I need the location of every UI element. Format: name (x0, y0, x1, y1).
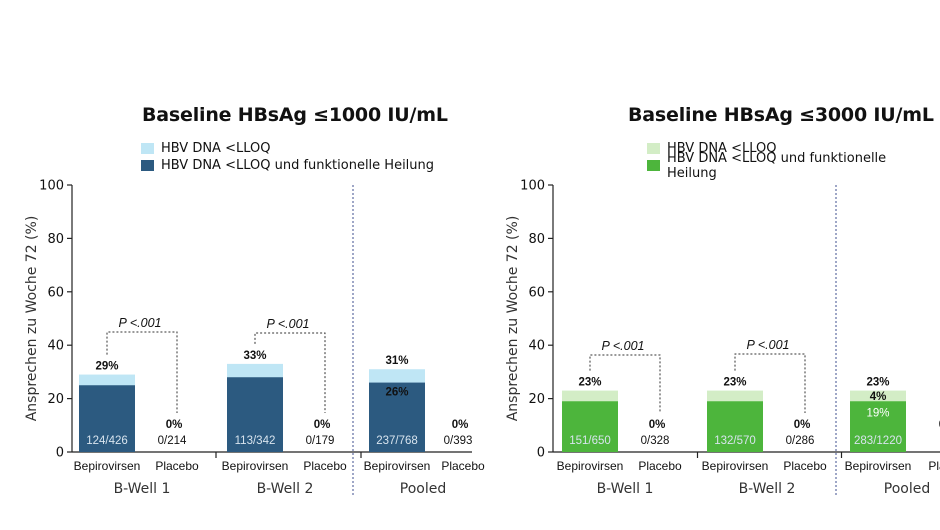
chart1-significance-bracket (106, 331, 178, 413)
chart1-y-tick-label: 0 (56, 446, 64, 461)
chart2-legend-label-dark: HBV DNA <LLOQ und funktionelle Heilung (667, 150, 887, 181)
chart2-bar-cure (562, 401, 618, 452)
chart1-y-tick-label: 80 (47, 232, 64, 247)
chart2-total-label: 23% (578, 377, 601, 389)
chart1-significance-bracket (254, 332, 326, 413)
chart2-legend-swatch-light (647, 143, 660, 154)
chart2-n-label: 283/1220 (854, 435, 902, 447)
chart1-group-label: B-Well 1 (114, 481, 171, 497)
chart1-n-label: 0/214 (158, 435, 187, 447)
chart1-category-label: Placebo (155, 459, 199, 473)
chart1-category-label: Bepirovirsen (222, 459, 289, 473)
chart2-category-label: Placebo (783, 459, 827, 473)
chart2-n-label: 132/570 (714, 435, 756, 447)
chart1-legend-swatch-dark (141, 160, 154, 171)
chart2-y-tick-label: 0 (537, 446, 545, 461)
chart1-legend-item-dark: HBV DNA <LLOQ und funktionelle Heilung (141, 157, 434, 174)
chart2-n-label: 151/650 (569, 435, 611, 447)
chart2-y-tick-label: 60 (528, 285, 545, 300)
chart1-bar-cure (369, 382, 425, 452)
chart1-group-label: B-Well 2 (257, 481, 314, 497)
chart2-p-value: P <.001 (602, 339, 645, 353)
chart1-p-value: P <.001 (119, 316, 162, 330)
chart2-group-label: Pooled (884, 481, 930, 497)
chart1-total-label: 29% (95, 361, 118, 373)
chart1-p-value: P <.001 (267, 317, 310, 331)
chart2-category-label: Placebo (638, 459, 682, 473)
chart1-legend: HBV DNA <LLOQ HBV DNA <LLOQ und funktion… (141, 140, 434, 174)
chart1-total-label: 31% (385, 355, 408, 367)
chart2-n-label: 0/286 (786, 435, 815, 447)
chart1-legend-label-dark: HBV DNA <LLOQ und funktionelle Heilung (161, 158, 435, 173)
chart2-legend-label-light: HBV DNA <LLOQ (667, 141, 777, 156)
chart1-bar-cure (227, 377, 283, 452)
chart2-legend-item-light: HBV DNA <LLOQ (647, 140, 940, 157)
chart2-total-label: 0% (794, 419, 811, 431)
chart1-total-label: 0% (314, 419, 331, 431)
chart2-significance-bracket (734, 353, 806, 413)
chart1-total-label: 33% (243, 350, 266, 362)
chart1-y-tick-label: 60 (47, 285, 64, 300)
chart2-cure-label: 19% (866, 407, 889, 419)
chart1-y-tick-label: 40 (47, 339, 64, 354)
chart2-category-label: Placebo (928, 459, 940, 473)
chart2-total-label: 0% (939, 419, 940, 431)
chart1-category-label: Placebo (441, 459, 485, 473)
chart1-n-label: 124/426 (86, 435, 128, 447)
chart1-group-label: Pooled (400, 481, 446, 497)
chart1-y-axis-label: Ansprechen zu Woche 72 (%) (24, 216, 40, 422)
chart1-category-label: Placebo (303, 459, 347, 473)
chart2-bar-cure (850, 401, 906, 452)
chart1-legend-label-light: HBV DNA <LLOQ (161, 141, 271, 156)
chart1-total-label: 0% (166, 419, 183, 431)
chart1-bar-cure (79, 385, 135, 452)
chart2-group-label: B-Well 2 (739, 481, 796, 497)
chart2-y-axis-label: Ansprechen zu Woche 72 (%) (505, 216, 521, 422)
chart1-n-label: 0/179 (306, 435, 335, 447)
chart2-title: Baseline HBsAg ≤3000 IU/mL (628, 104, 934, 126)
chart2-total-label: 0% (649, 419, 666, 431)
chart2-total-label: 23% (723, 377, 746, 389)
chart2-category-label: Bepirovirsen (557, 459, 624, 473)
chart2-pooled-annotation: 4% (870, 391, 887, 403)
chart2-legend-item-dark: HBV DNA <LLOQ und funktionelle Heilung (647, 151, 940, 181)
chart2-n-label: 0/328 (641, 435, 670, 447)
chart2-legend: HBV DNA <LLOQ HBV DNA <LLOQ und funktion… (647, 140, 940, 181)
chart2-y-tick-label: 80 (528, 232, 545, 247)
chart2-y-tick-label: 100 (520, 179, 545, 194)
chart1-cure-label: 26% (385, 387, 408, 399)
chart2-category-label: Bepirovirsen (845, 459, 912, 473)
chart2-p-value: P <.001 (747, 338, 790, 352)
chart2-total-label: 23% (866, 377, 889, 389)
chart1-total-label: 0% (452, 419, 469, 431)
chart1-category-label: Bepirovirsen (364, 459, 431, 473)
chart2-y-tick-label: 40 (528, 339, 545, 354)
chart1-y-tick-label: 20 (47, 392, 64, 407)
chart1-y-tick-label: 100 (39, 179, 64, 194)
chart1-n-label: 237/768 (376, 435, 418, 447)
chart2-bar-cure (707, 401, 763, 452)
chart1-legend-item-light: HBV DNA <LLOQ (141, 140, 434, 157)
chart2-legend-swatch-dark (647, 160, 660, 171)
chart2-category-label: Bepirovirsen (702, 459, 769, 473)
chart1-legend-swatch-light (141, 143, 154, 154)
chart1-category-label: Bepirovirsen (74, 459, 141, 473)
chart2-group-label: B-Well 1 (597, 481, 654, 497)
chart1-title: Baseline HBsAg ≤1000 IU/mL (142, 104, 448, 126)
chart1-n-label: 113/342 (235, 435, 276, 447)
chart1-n-label: 0/393 (444, 435, 473, 447)
chart2-y-tick-label: 20 (528, 392, 545, 407)
